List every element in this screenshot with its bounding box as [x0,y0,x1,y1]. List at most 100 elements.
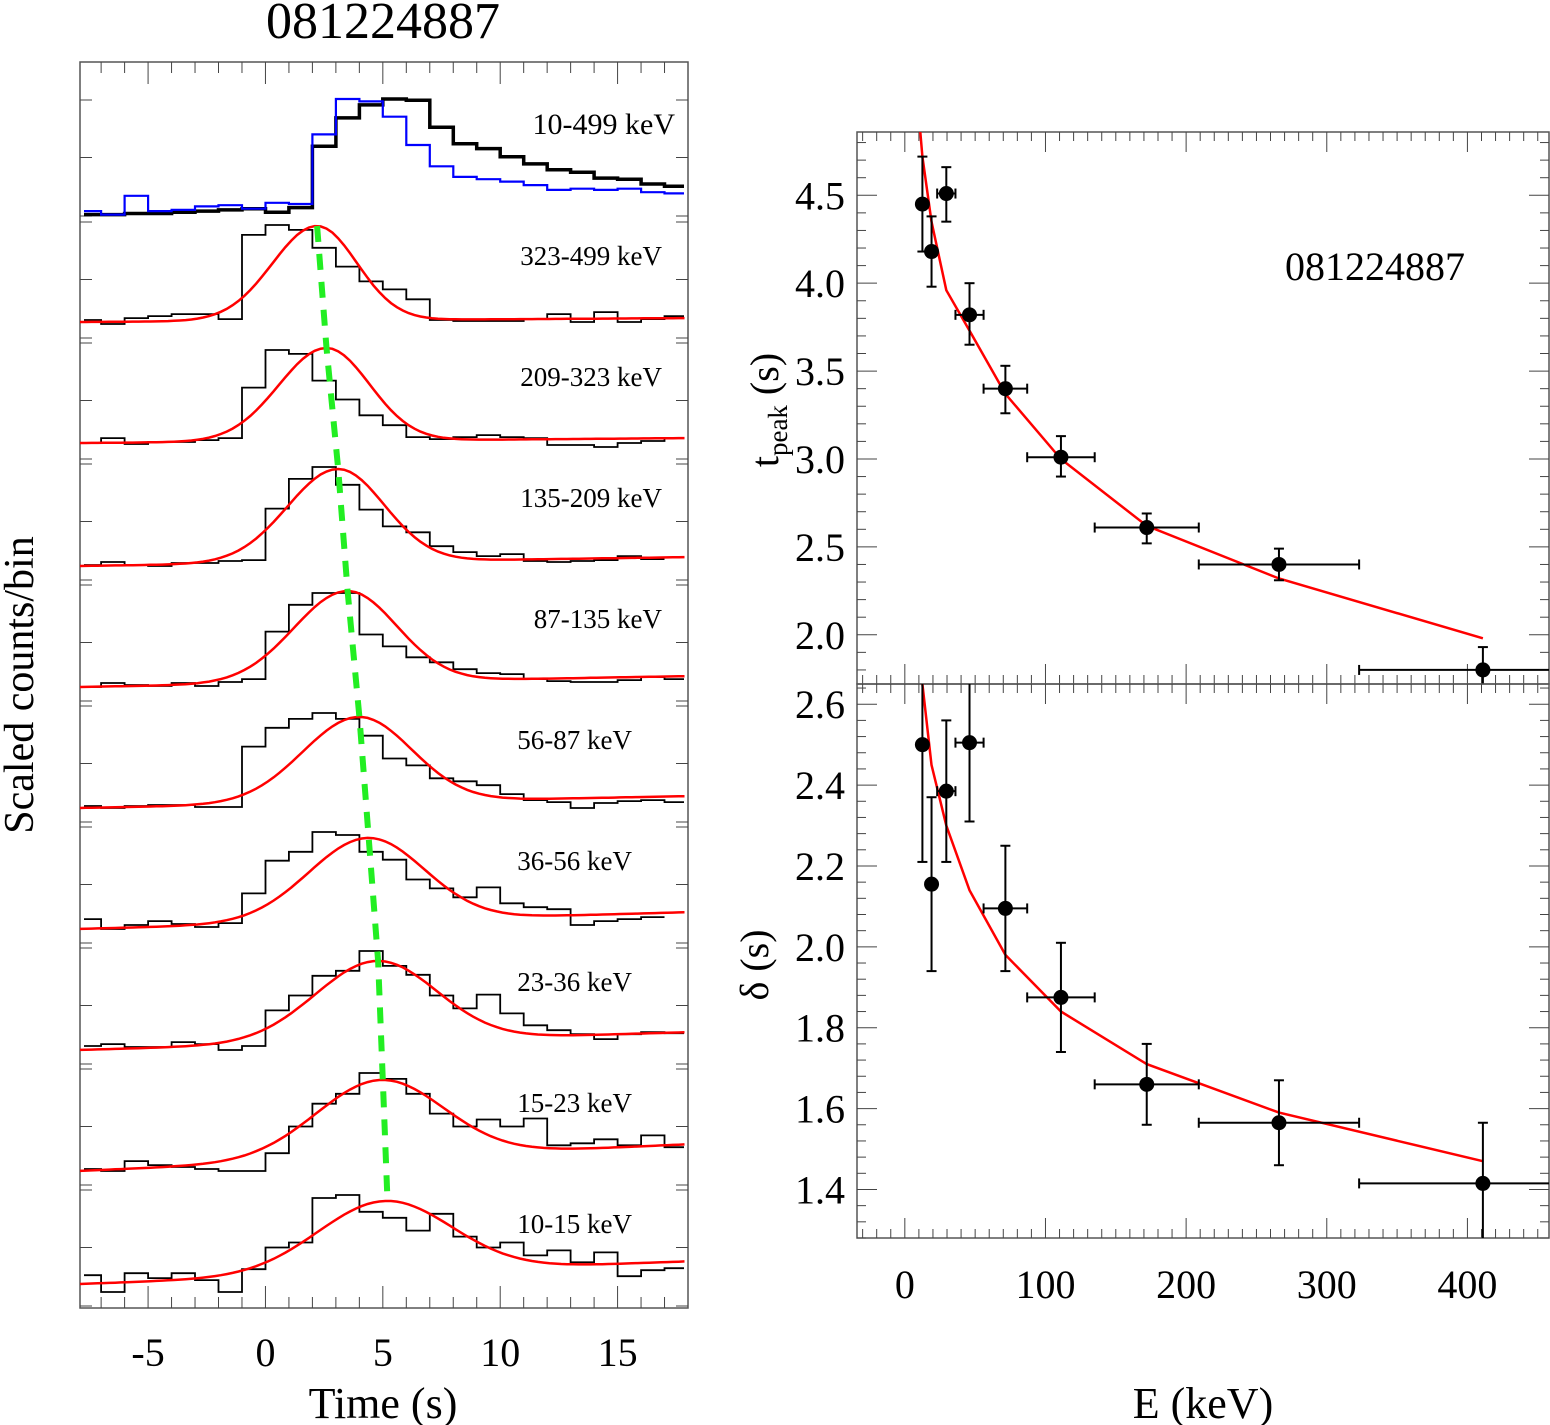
band-fit-curve [79,959,685,1052]
plot-frame [79,61,689,1309]
delta-panel: 1.4 1.6 1.8 2.0 2.2 2.4 2.6 0 100 200 300 400 δ (s) E… [732,682,1550,1425]
data-point [1093,512,1200,545]
band-fit-curve [79,589,685,689]
tpeak-panel: 2.0 2.5 3.0 3.5 4.0 4.5 081224887 tpeak (s) [742,131,1550,685]
x-axis-label: E (keV) [1133,1379,1274,1425]
x-tick-label: 10 [480,1330,520,1375]
y-tick-label: 2.0 [795,613,845,658]
data-marker [914,737,930,753]
data-point [982,364,1029,415]
x-axis-label: Time (s) [309,1379,458,1425]
data-point [936,166,957,223]
band-label: 23-36 keV [517,967,632,997]
data-marker [1139,1076,1155,1092]
fit-curve [919,132,1484,640]
band-fit-curve [79,1078,685,1173]
plot-frame [856,131,1550,685]
data-point [1026,435,1096,478]
data-point [924,215,940,288]
y-tick-label: 2.6 [795,682,845,727]
y-tick-label: 3.0 [795,437,845,482]
band-histogram [84,1194,684,1293]
band-label: 10-15 keV [517,1209,632,1239]
data-marker [914,196,930,212]
y-label-sub: peak [763,405,793,456]
burst-id-annotation: 081224887 [1285,244,1465,289]
y-tick-label: 4.5 [795,173,845,218]
data-point [936,719,957,863]
data-point [914,155,930,253]
y-axis-label: δ (s) [732,929,777,1000]
data-point [982,844,1029,973]
y-axis-label: Scaled counts/bin [0,536,43,833]
data-marker [1053,449,1069,465]
data-marker [997,381,1013,397]
data-point [1197,1079,1361,1167]
plot-frame [856,683,1550,1239]
data-point [1197,547,1361,582]
band-label: 10-499 keV [533,108,676,141]
x-tick-label: 400 [1437,1262,1497,1307]
data-point [914,684,930,863]
band-label: 135-209 keV [520,483,662,513]
data-marker [1271,1115,1287,1131]
plot-area [914,132,1549,684]
y-label-main: t [742,456,787,467]
data-marker [1475,1175,1491,1191]
y-axis-label: tpeak (s) [742,353,793,467]
band-label: 323-499 keV [520,241,662,271]
data-marker [938,186,954,202]
y-tick-label: 1.8 [795,1006,845,1051]
data-marker [1053,989,1069,1005]
band-fit-curve [79,715,685,810]
data-point [954,282,985,346]
data-marker [1139,520,1155,536]
y-tick-label: 2.4 [795,763,845,808]
chart-title: 081224887 [266,0,500,50]
band-fit-curve [79,1199,685,1286]
band-fit-curve [80,346,685,445]
x-tick-label: 15 [598,1330,638,1375]
fit-curve [921,684,1484,1163]
y-tick-label: 4.0 [795,261,845,306]
band-label: 56-87 keV [517,725,632,755]
band-fit-curve [79,467,685,568]
x-tick-label: 100 [1015,1262,1075,1307]
histogram-high-energy [84,97,684,216]
plot-area [914,684,1549,1238]
band-histogram [84,224,684,325]
band-histogram [84,592,684,688]
data-marker [962,735,978,751]
band-label: 36-56 keV [517,846,632,876]
data-point [1093,1042,1200,1126]
histogram-total [84,97,684,217]
data-marker [997,900,1013,916]
x-tick-label: 300 [1297,1262,1357,1307]
data-point [1026,941,1096,1053]
data-marker [1475,662,1491,678]
y-tick-label: 2.5 [795,525,845,570]
y-tick-label: 1.4 [795,1167,845,1212]
y-tick-label: 1.6 [795,1087,845,1132]
data-marker [938,783,954,799]
band-label: 209-323 keV [520,362,662,392]
band-fit-curve [80,224,685,324]
data-marker [924,244,940,260]
peak-trend-line [314,225,391,1202]
band-histogram [84,466,665,567]
data-point [1358,1121,1549,1238]
data-marker [924,876,940,892]
data-marker [962,307,978,323]
band-label: 87-135 keV [534,604,663,634]
data-point [954,684,985,823]
y-tick-label: 3.5 [795,349,845,394]
data-point [924,796,940,973]
y-tick-label: 2.2 [795,844,845,889]
band-histogram [84,349,684,448]
data-marker [1271,556,1287,572]
y-label-suffix: (s) [742,353,787,405]
band-fit-curve [79,836,685,931]
y-tick-label: 2.0 [795,925,845,970]
x-tick-label: 200 [1156,1262,1216,1307]
x-tick-label: 5 [373,1330,393,1375]
